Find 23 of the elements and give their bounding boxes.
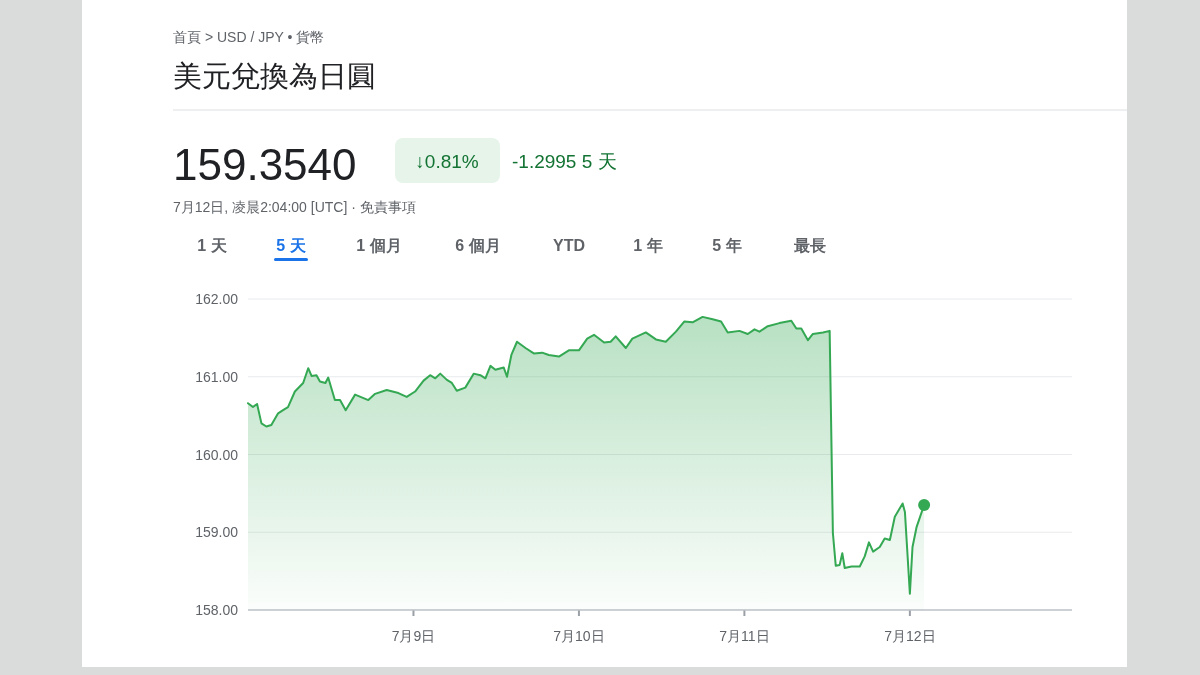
text: 1 天 [197,237,228,254]
y-tick-label: 158.00 [195,602,239,618]
x-tick-label: 7月12日 [884,628,936,644]
text: 首頁 > USD / JPY • 貨幣 [173,29,325,45]
x-tick-label: 7月9日 [391,628,436,644]
text: ↓0.81% [415,151,479,172]
chart-title: 美元兌換為日圓 [173,60,376,92]
text: 5 年 [712,237,742,254]
text: 5 天 [276,237,307,254]
text: 159.3540 [173,140,357,189]
text: 最長 [793,237,826,254]
y-tick-label: 160.00 [195,446,239,463]
text: YTD [553,237,585,254]
text: 1 年 [633,237,663,254]
y-tick-label: 159.00 [195,524,239,541]
x-tick-label: 7月10日 [553,628,605,644]
text: 6 個月 [455,237,501,254]
text: -1.2995 5 天 [512,151,617,172]
text: 7月12日, 凌晨2:04:00 [UTC] · 免責事項 [173,199,416,215]
y-tick-label: 162.00 [195,291,239,307]
y-tick-label: 161.00 [195,368,239,385]
text: 1 個月 [356,237,402,254]
x-tick-label: 7月11日 [719,628,770,644]
